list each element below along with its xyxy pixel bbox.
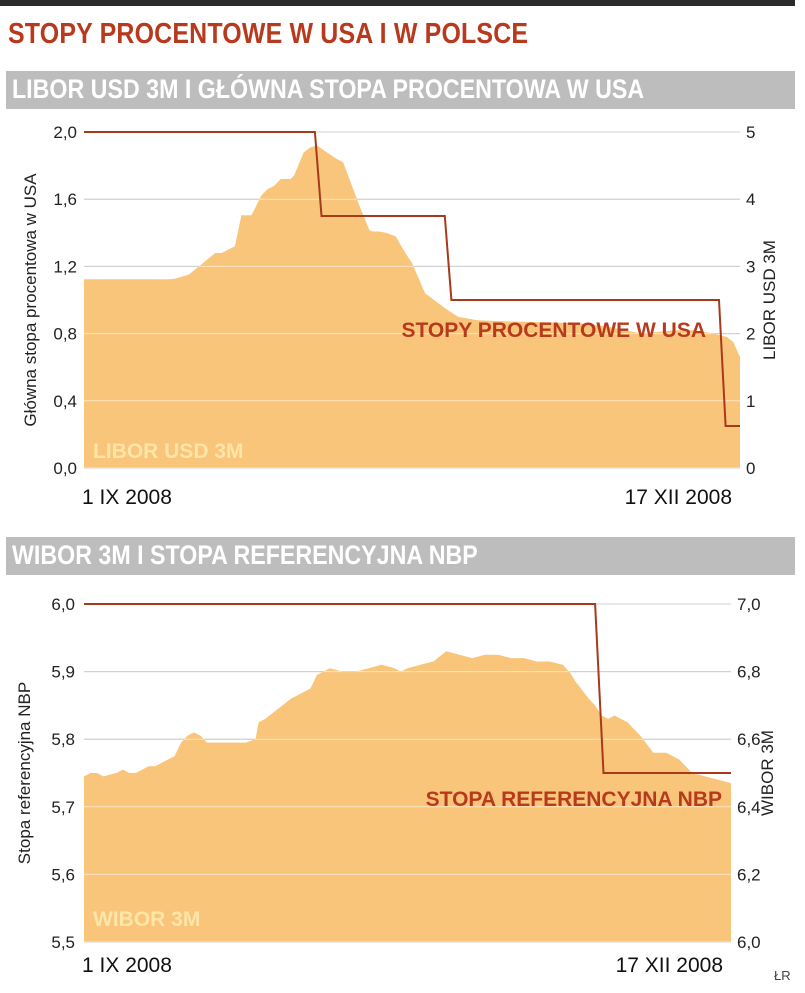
libor-usd-3m-area [84,145,740,468]
left-tick-label: 5,7 [51,798,75,817]
right-tick-label: 5 [746,123,755,142]
usa-right-axis-title: LIBOR USD 3M [760,240,779,360]
right-tick-label: 3 [746,257,755,276]
left-tick-label: 1,6 [53,190,77,209]
poland-left-axis: 6,0 5,9 5,8 5,7 5,6 5,5 [51,595,75,952]
right-tick-label: 6,8 [737,663,761,682]
section-header-usa: LIBOR USD 3M I GŁÓWNA STOPA PROCENTOWA W… [6,71,795,109]
poland-right-axis: 7,0 6,8 6,6 6,4 6,2 6,0 [737,595,761,952]
poland-rates-chart: 6,0 5,9 5,8 5,7 5,6 5,5 7,0 6,8 6,6 6,4 6,2 6,0 St… [15,595,777,977]
libor-series-label: LIBOR USD 3M [93,440,244,463]
poland-gridlines-overlay [84,603,731,943]
right-tick-label: 6,2 [737,865,761,884]
left-tick-label: 0,0 [53,459,77,478]
section-header-poland: WIBOR 3M I STOPA REFERENCYJNA NBP [6,537,795,575]
left-tick-label: 5,9 [51,663,75,682]
right-tick-label: 4 [746,190,755,209]
usa-x-end-label: 17 XII 2008 [625,486,732,509]
fed-rate-line [84,131,740,427]
right-tick-label: 2 [746,325,755,344]
left-tick-label: 0,4 [53,392,77,411]
poland-x-end-label: 17 XII 2008 [616,954,723,977]
top-rule [0,0,795,6]
right-tick-label: 0 [746,459,755,478]
fed-rate-series-label: STOPY PROCENTOWE W USA [401,319,706,342]
left-tick-label: 2,0 [53,123,77,142]
poland-left-axis-title: Stopa referencyjna NBP [15,682,34,864]
usa-left-axis: 2,0 1,6 1,2 0,8 0,4 0,0 [53,123,77,478]
nbp-rate-series-label: STOPA REFERENCYJNA NBP [426,788,722,811]
wibor-series-label: WIBOR 3M [93,908,200,931]
right-tick-label: 6,4 [737,798,761,817]
usa-rates-chart: 2,0 1,6 1,2 0,8 0,4 0,0 5 4 3 2 1 0 Główna stopa p… [21,123,779,509]
right-tick-label: 7,0 [737,595,761,614]
right-tick-label: 6,6 [737,730,761,749]
usa-left-axis-title: Główna stopa procentowa w USA [21,173,40,427]
poland-right-axis-title: WIBOR 3M [758,730,777,816]
section-title-usa: LIBOR USD 3M I GŁÓWNA STOPA PROCENTOWA W… [12,74,645,104]
nbp-rate-line [84,603,731,774]
author-credit: ŁR [774,968,791,983]
usa-x-start-label: 1 IX 2008 [82,486,172,509]
wibor-3m-area [84,651,731,942]
poland-x-start-label: 1 IX 2008 [82,954,172,977]
left-tick-label: 6,0 [51,595,75,614]
left-tick-label: 5,6 [51,865,75,884]
page-title: STOPY PROCENTOWE W USA I W POLSCE [8,18,529,50]
left-tick-label: 0,8 [53,325,77,344]
section-title-poland: WIBOR 3M I STOPA REFERENCYJNA NBP [12,540,478,570]
left-tick-label: 5,8 [51,730,75,749]
usa-right-axis: 5 4 3 2 1 0 [746,123,755,478]
left-tick-label: 1,2 [53,257,77,276]
right-tick-label: 1 [746,392,755,411]
right-tick-label: 6,0 [737,933,761,952]
left-tick-label: 5,5 [51,933,75,952]
